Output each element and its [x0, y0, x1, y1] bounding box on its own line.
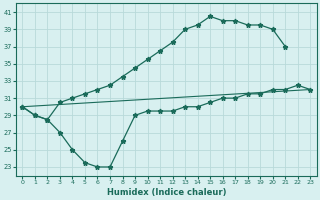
- X-axis label: Humidex (Indice chaleur): Humidex (Indice chaleur): [107, 188, 226, 197]
